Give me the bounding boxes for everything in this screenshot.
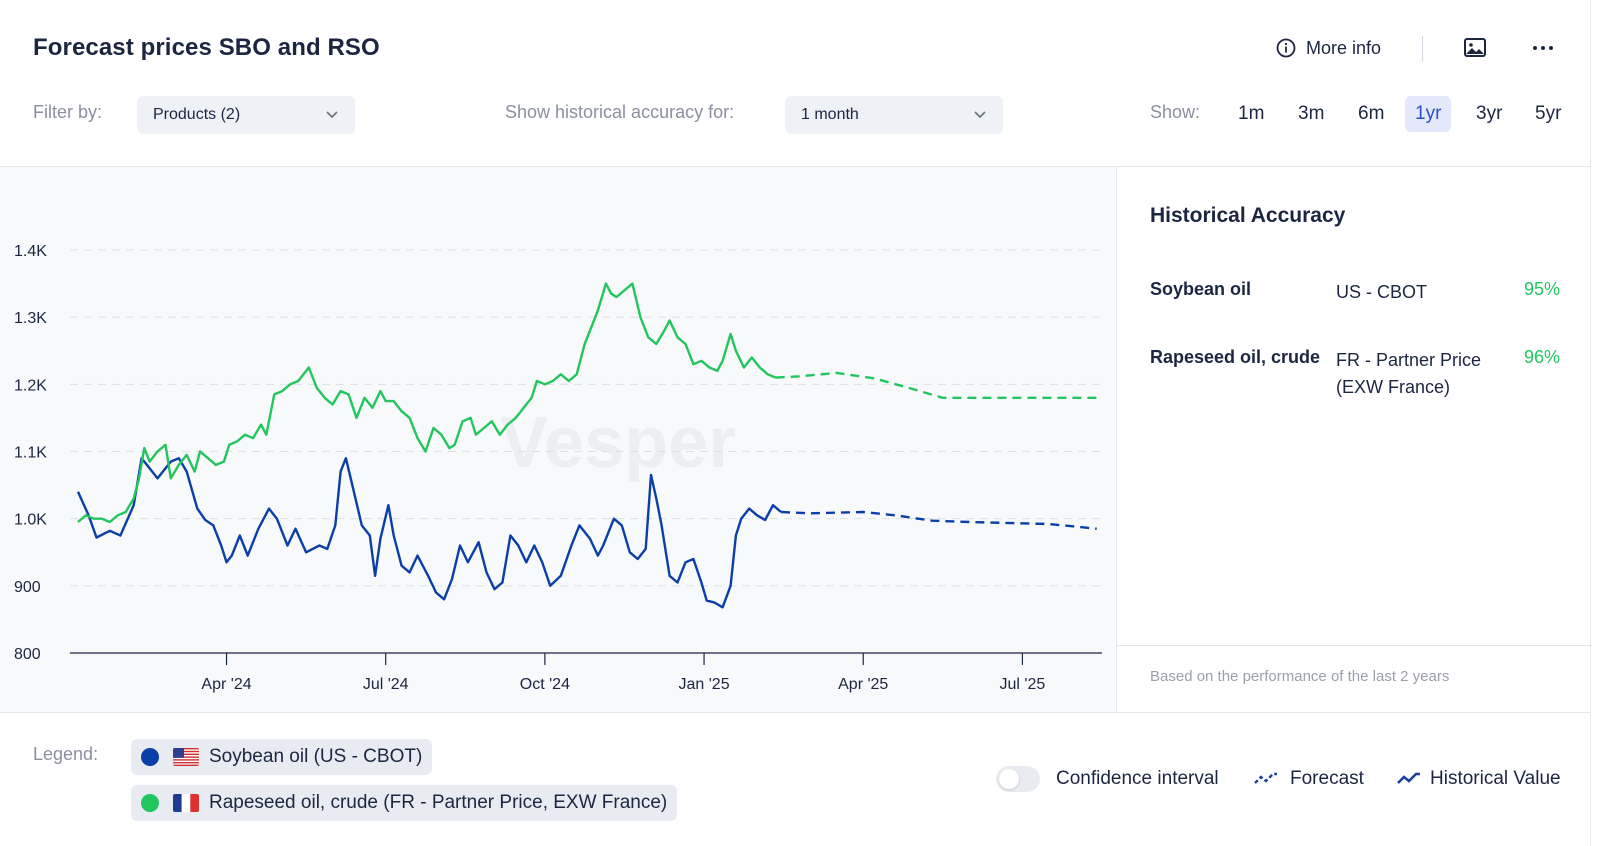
period-1yr[interactable]: 1yr	[1405, 96, 1452, 132]
image-export-icon[interactable]	[1462, 36, 1488, 60]
accuracy-dropdown-value: 1 month	[801, 106, 859, 123]
historical-legend-label: Historical Value	[1430, 768, 1561, 789]
series-historical-line-1	[77, 282, 777, 524]
period-3m[interactable]: 3m	[1298, 103, 1325, 124]
chart-area: Vesper 800 900 1.0K 1.1K 1.2K 1.3K 1.4K Apr '24 J…	[0, 167, 1115, 712]
y-tick-label: 1.0K	[14, 512, 47, 529]
forecast-legend-label: Forecast	[1290, 768, 1364, 789]
series-forecast-line-1	[775, 371, 1097, 400]
accuracy-divider	[1117, 645, 1592, 646]
confidence-interval-label: Confidence interval	[1056, 768, 1219, 789]
series-historical-line-0	[76, 457, 782, 609]
y-tick-label: 900	[14, 579, 41, 596]
y-tick-label: 800	[14, 646, 41, 663]
accuracy-product: Soybean oil	[1150, 279, 1252, 299]
accuracy-note: Based on the performance of the last 2 y…	[1150, 668, 1450, 685]
historical-line-icon	[1397, 772, 1420, 784]
series-color-dot	[141, 794, 159, 812]
legend-item-label: Soybean oil (US - CBOT)	[209, 746, 423, 767]
confidence-interval-toggle[interactable]	[996, 766, 1040, 792]
us-flag-icon	[173, 748, 199, 766]
x-tick-label: Oct '24	[520, 676, 570, 693]
accuracy-title: Historical Accuracy	[1150, 204, 1346, 227]
card-title: Forecast prices SBO and RSO	[33, 34, 380, 61]
footer-separator	[0, 712, 1591, 713]
legend-label: Legend:	[33, 744, 99, 764]
more-options-icon[interactable]	[1530, 36, 1556, 60]
period-6m[interactable]: 6m	[1358, 103, 1385, 124]
y-tick-label: 1.2K	[14, 377, 47, 394]
legend-item-rapeseed[interactable]: Rapeseed oil, crude (FR - Partner Price,…	[131, 785, 678, 821]
filter-label: Filter by:	[33, 102, 103, 122]
products-dropdown[interactable]: Products (2)	[137, 96, 355, 134]
header-separator	[0, 166, 1591, 167]
legend-item-soybean[interactable]: Soybean oil (US - CBOT)	[131, 739, 433, 775]
series-color-dot	[141, 748, 159, 766]
accuracy-percent: 95%	[1523, 279, 1560, 299]
series-forecast-line-0	[780, 510, 1097, 530]
accuracy-product: Rapeseed oil, crude	[1150, 347, 1321, 367]
header-divider	[1422, 36, 1423, 62]
accuracy-panel: Historical Accuracy Soybean oil US - CBO…	[1116, 167, 1592, 712]
x-tick-label: Jul '25	[1000, 676, 1046, 693]
forecast-line-icon	[1254, 772, 1277, 784]
more-info-button[interactable]: More info	[1276, 30, 1381, 66]
info-icon	[1276, 38, 1296, 58]
accuracy-percent: 96%	[1523, 347, 1560, 367]
products-dropdown-value: Products (2)	[153, 106, 241, 123]
accuracy-label: Show historical accuracy for:	[505, 102, 735, 122]
period-5yr[interactable]: 5yr	[1535, 103, 1562, 124]
accuracy-market: US - CBOT	[1336, 282, 1428, 302]
accuracy-dropdown[interactable]: 1 month	[785, 96, 1003, 134]
y-tick-label: 1.4K	[14, 243, 47, 260]
chevron-down-icon	[974, 111, 986, 119]
accuracy-market: FR - Partner Price (EXW France)	[1336, 350, 1482, 397]
show-label: Show:	[1150, 102, 1201, 122]
x-tick-label: Jul '24	[363, 676, 409, 693]
watermark-text: Vesper	[500, 403, 736, 483]
x-tick-label: Jan '25	[679, 676, 730, 693]
y-tick-label: 1.1K	[14, 445, 47, 462]
x-tick-label: Apr '24	[201, 676, 251, 693]
period-3yr[interactable]: 3yr	[1476, 103, 1503, 124]
more-info-label: More info	[1306, 37, 1382, 58]
france-flag-icon	[173, 794, 199, 812]
price-chart[interactable]: Vesper 800 900 1.0K 1.1K 1.2K 1.3K 1.4K Apr '24 J…	[0, 167, 1115, 712]
legend-item-label: Rapeseed oil, crude (FR - Partner Price,…	[209, 792, 668, 813]
toggle-knob	[999, 769, 1019, 789]
period-1m[interactable]: 1m	[1238, 103, 1265, 124]
y-tick-label: 1.3K	[14, 310, 47, 327]
x-tick-label: Apr '25	[838, 676, 888, 693]
chevron-down-icon	[326, 111, 338, 119]
